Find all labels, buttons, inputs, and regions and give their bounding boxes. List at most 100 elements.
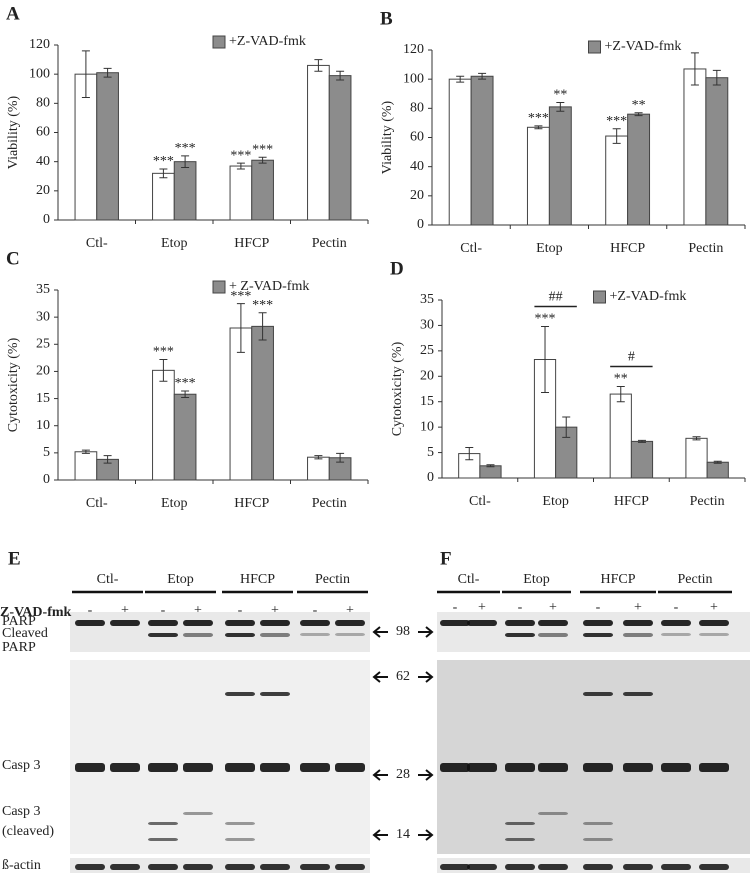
blot-band	[583, 822, 613, 825]
bar	[706, 461, 729, 479]
significance: ***	[230, 148, 251, 163]
blot-band	[183, 633, 213, 637]
lane-sign: +	[710, 600, 718, 615]
lane-sign: +	[478, 600, 486, 615]
blot-band	[505, 763, 535, 772]
x-tick-label: HFCP	[614, 494, 649, 509]
arrow	[418, 829, 434, 841]
lane-group: Pectin	[315, 572, 350, 587]
blot-band	[699, 620, 729, 626]
blot-band	[110, 763, 140, 772]
y-tick-label: 120	[29, 37, 50, 52]
treatment-label: Z-VAD-fmk	[0, 605, 72, 620]
y-tick-label: 30	[420, 318, 434, 333]
blot-band	[623, 692, 653, 696]
mw-marker: 14	[396, 827, 410, 842]
row-label: (cleaved)	[2, 824, 54, 839]
legend-swatch	[212, 280, 226, 294]
y-tick-label: 10	[420, 419, 434, 434]
lane-sign: +	[194, 603, 202, 618]
y-axis-label: Viability (%)	[380, 100, 395, 174]
blot-band	[335, 864, 365, 870]
x-tick-label: Etop	[161, 236, 187, 251]
lane-group: Ctl-	[97, 572, 119, 587]
x-tick-label: HFCP	[610, 241, 645, 256]
blot-band	[699, 633, 729, 636]
blot-band	[440, 620, 470, 626]
error-bar	[562, 416, 571, 438]
y-tick-label: 0	[417, 217, 424, 232]
blot-band	[225, 864, 255, 870]
lane-sign: -	[453, 600, 458, 615]
blot-band	[505, 822, 535, 825]
blot-band	[505, 633, 535, 637]
y-axis-label: Cytotoxicity (%)	[6, 337, 21, 432]
bar	[152, 369, 175, 481]
significance: ***	[535, 312, 556, 327]
blot-band	[225, 620, 255, 626]
bar	[307, 456, 330, 481]
blot-band	[225, 822, 255, 825]
bar	[609, 393, 632, 479]
error-bar	[634, 112, 643, 117]
y-tick-label: 100	[403, 71, 424, 86]
lane-sign: -	[518, 600, 523, 615]
x-tick-label: HFCP	[234, 496, 269, 511]
error-bar	[713, 460, 722, 464]
y-tick-label: 40	[36, 154, 50, 169]
error-bar	[103, 455, 112, 464]
row-label: Cleaved	[2, 626, 48, 641]
blot-parp	[70, 612, 370, 652]
y-tick-label: 25	[420, 343, 434, 358]
y-tick-label: 10	[36, 418, 50, 433]
lane-sign: +	[346, 603, 354, 618]
y-tick-label: 0	[427, 470, 434, 485]
y-tick-label: 5	[427, 445, 434, 460]
y-tick-label: 20	[36, 183, 50, 198]
error-bar	[336, 70, 345, 81]
blot-band	[661, 763, 691, 772]
y-tick-label: 15	[420, 394, 434, 409]
blot-band	[225, 838, 255, 841]
blot-band	[623, 864, 653, 870]
legend-swatch	[588, 40, 601, 54]
blot-band	[300, 763, 330, 772]
bar	[251, 159, 274, 221]
bar	[627, 113, 651, 226]
blot-band	[225, 692, 255, 696]
row-label: ß-actin	[2, 858, 41, 873]
blot-band	[183, 812, 213, 815]
error-bar	[181, 155, 190, 168]
lane-sign: +	[271, 603, 279, 618]
mw-marker: 98	[396, 624, 410, 639]
y-tick-label: 80	[36, 96, 50, 111]
y-tick-label: 100	[29, 66, 50, 81]
lane-group: HFCP	[600, 572, 635, 587]
blot-band	[148, 822, 178, 825]
error-bar	[534, 125, 543, 130]
error-bar	[465, 446, 474, 461]
blot-band	[75, 620, 105, 626]
lane-group: Pectin	[678, 572, 713, 587]
blot-actin	[70, 858, 370, 873]
y-tick-label: 60	[36, 125, 50, 140]
blot-band	[75, 864, 105, 870]
mw-marker: 62	[396, 669, 410, 684]
bar	[328, 75, 352, 221]
blot-band	[538, 864, 568, 870]
blot-band	[583, 620, 613, 626]
bar	[548, 106, 572, 226]
blot-band	[467, 763, 497, 772]
significance: ***	[153, 154, 174, 169]
lane-sign: -	[313, 603, 318, 618]
legend-label: + Z-VAD-fmk	[229, 279, 309, 294]
y-tick-label: 20	[420, 369, 434, 384]
error-bar	[712, 69, 721, 86]
lane-sign: -	[596, 600, 601, 615]
panel-label: F	[440, 548, 452, 569]
blot-band	[148, 620, 178, 626]
x-tick-label: Pectin	[690, 494, 725, 509]
error-bar	[556, 102, 565, 112]
row-label: Casp 3	[2, 758, 41, 773]
significance: ***	[252, 143, 273, 158]
